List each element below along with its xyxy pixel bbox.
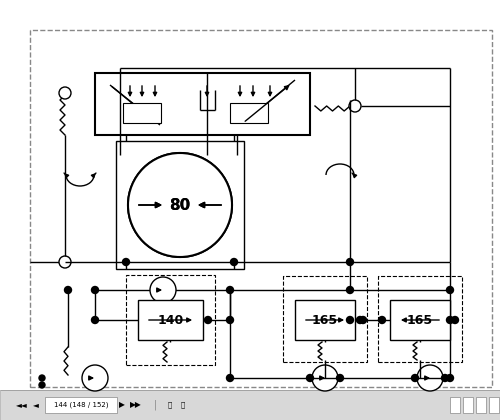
Text: ▶: ▶ xyxy=(119,401,125,410)
Bar xyxy=(0,390,500,420)
Bar xyxy=(30,30,492,387)
Circle shape xyxy=(452,317,458,323)
Circle shape xyxy=(64,286,71,294)
Circle shape xyxy=(346,286,354,294)
Circle shape xyxy=(226,317,234,323)
Circle shape xyxy=(442,375,448,381)
Circle shape xyxy=(82,365,108,391)
Bar xyxy=(123,103,161,123)
Circle shape xyxy=(92,286,98,294)
Circle shape xyxy=(39,382,45,388)
Bar xyxy=(463,397,473,413)
Circle shape xyxy=(446,317,454,323)
Circle shape xyxy=(122,258,130,265)
Circle shape xyxy=(230,258,237,265)
Bar xyxy=(476,397,486,413)
Circle shape xyxy=(412,375,418,381)
Circle shape xyxy=(226,286,234,294)
Circle shape xyxy=(128,153,232,257)
Text: 80: 80 xyxy=(170,197,190,213)
Circle shape xyxy=(59,256,71,268)
Text: 144 (148 / 152): 144 (148 / 152) xyxy=(54,402,108,408)
Bar xyxy=(45,397,117,413)
Circle shape xyxy=(150,277,176,303)
Bar xyxy=(138,300,203,340)
Text: 📋: 📋 xyxy=(181,402,185,408)
Text: 80: 80 xyxy=(170,197,190,213)
Bar xyxy=(390,300,450,340)
Text: |: | xyxy=(154,400,156,410)
Circle shape xyxy=(349,100,361,112)
Text: 165: 165 xyxy=(407,313,433,326)
Text: 🖫: 🖫 xyxy=(168,402,172,408)
Circle shape xyxy=(417,365,443,391)
Circle shape xyxy=(346,317,354,323)
Circle shape xyxy=(360,317,366,323)
Text: ◄: ◄ xyxy=(33,401,39,410)
Circle shape xyxy=(59,87,71,99)
Circle shape xyxy=(306,375,314,381)
Circle shape xyxy=(336,375,344,381)
Circle shape xyxy=(346,258,354,265)
Bar xyxy=(116,141,244,269)
Text: 140: 140 xyxy=(158,313,184,326)
Circle shape xyxy=(204,317,212,323)
Bar xyxy=(378,276,462,362)
Bar xyxy=(126,275,215,365)
Circle shape xyxy=(446,375,454,381)
Bar xyxy=(295,300,355,340)
Text: 165: 165 xyxy=(312,313,338,326)
Circle shape xyxy=(356,317,364,323)
Circle shape xyxy=(226,375,234,381)
Circle shape xyxy=(92,317,98,323)
Text: ◄◄: ◄◄ xyxy=(16,401,28,410)
Text: ▶▶: ▶▶ xyxy=(130,401,142,410)
Bar xyxy=(230,103,268,123)
Bar xyxy=(95,73,310,135)
Bar xyxy=(283,276,367,362)
Circle shape xyxy=(446,286,454,294)
Circle shape xyxy=(378,317,386,323)
Circle shape xyxy=(39,375,45,381)
Circle shape xyxy=(128,153,232,257)
Circle shape xyxy=(312,365,338,391)
Bar xyxy=(489,397,499,413)
Bar xyxy=(450,397,460,413)
